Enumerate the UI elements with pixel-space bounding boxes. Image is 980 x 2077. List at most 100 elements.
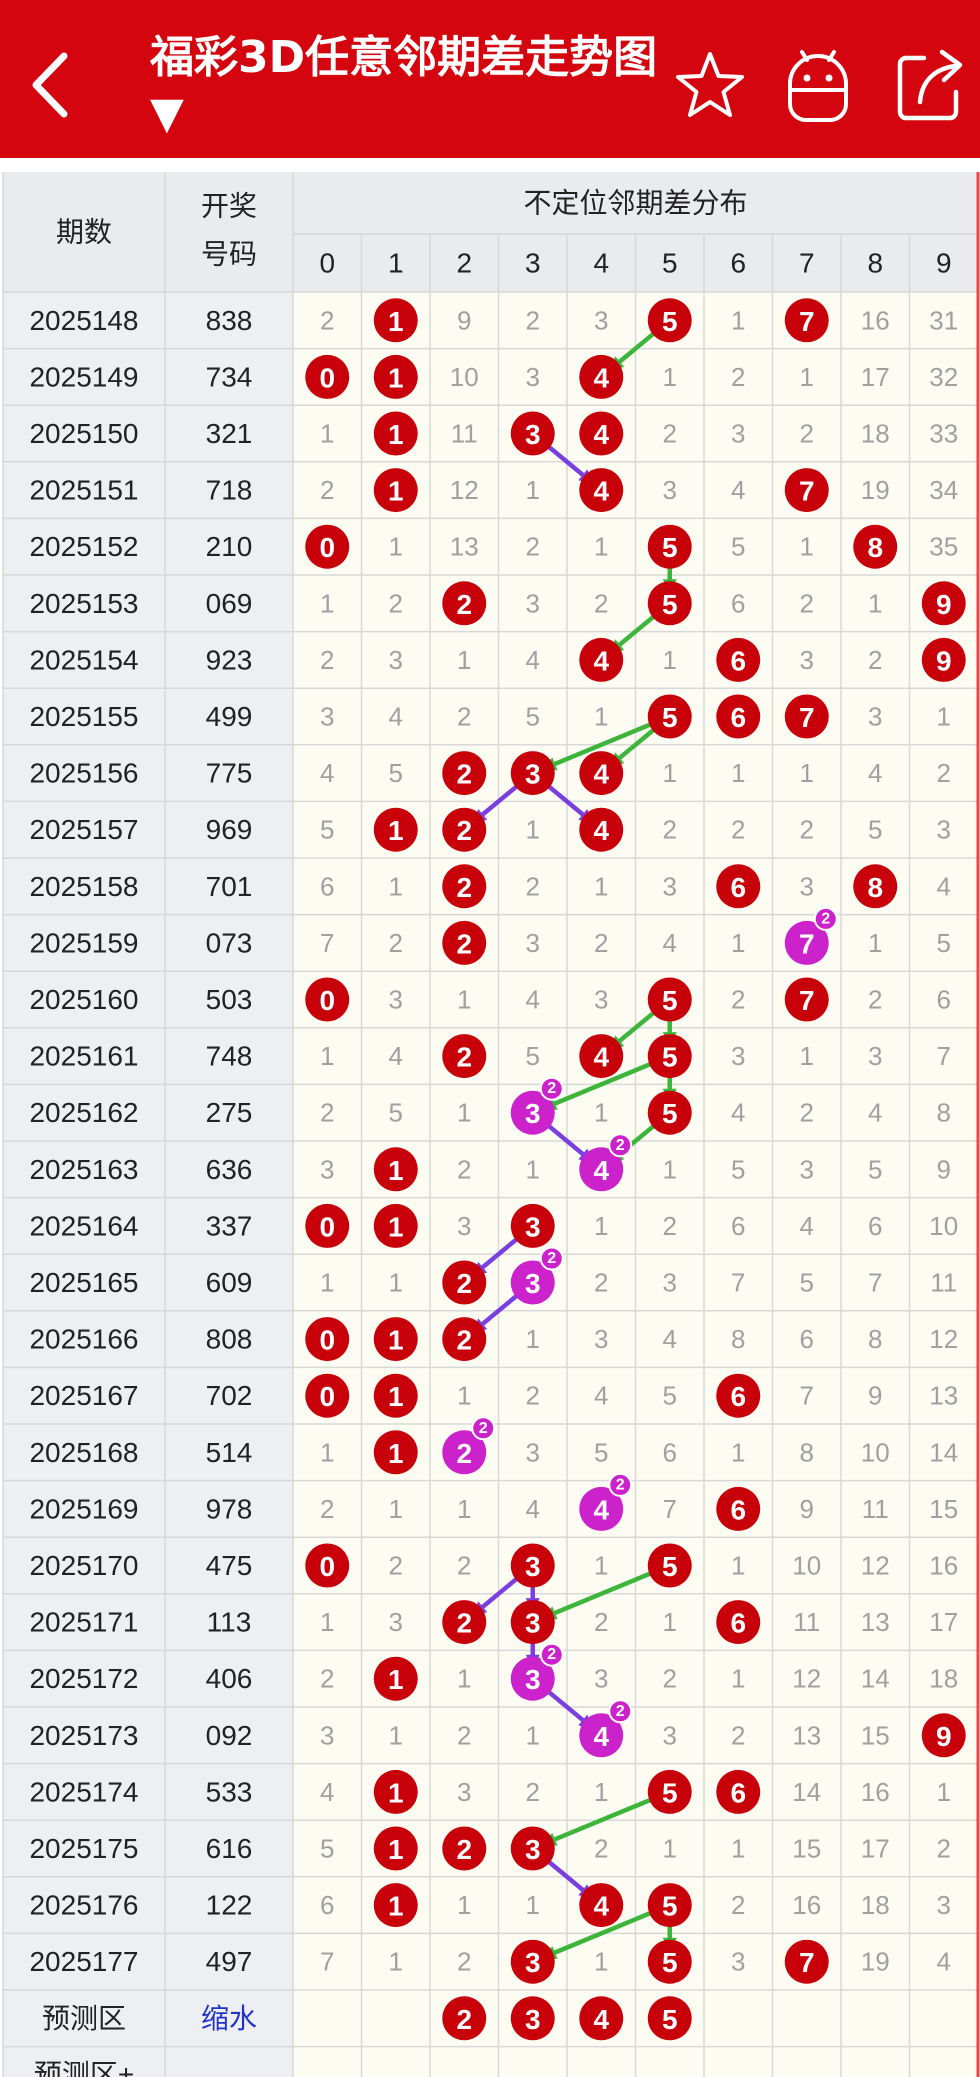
miss-value: 7 bbox=[731, 1268, 745, 1298]
predict-ball-number[interactable]: 5 bbox=[662, 2004, 678, 2035]
hit-ball bbox=[373, 1317, 418, 1362]
ball-number: 2 bbox=[456, 1268, 472, 1299]
ball-number: 9 bbox=[936, 645, 952, 676]
ball-number: 4 bbox=[593, 1042, 609, 1073]
miss-value: 2 bbox=[320, 645, 334, 675]
miss-value: 9 bbox=[457, 305, 471, 335]
hit-ball bbox=[784, 694, 829, 739]
issue-number: 2025173 bbox=[29, 1720, 138, 1751]
header-digit-9: 9 bbox=[936, 248, 952, 279]
miss-value: 1 bbox=[800, 1041, 814, 1071]
hit-ball bbox=[647, 1543, 692, 1588]
hit-ball bbox=[716, 1769, 761, 1814]
draw-number: 808 bbox=[206, 1324, 253, 1355]
miss-value: 5 bbox=[731, 532, 745, 562]
miss-value: 15 bbox=[792, 1834, 821, 1864]
hit-ball bbox=[373, 354, 418, 399]
repeat-ball bbox=[579, 1147, 624, 1192]
repeat-ball bbox=[510, 1090, 555, 1135]
share-icon[interactable] bbox=[890, 40, 970, 130]
miss-value: 5 bbox=[320, 815, 334, 845]
miss-value: 1 bbox=[663, 1834, 677, 1864]
miss-value: 10 bbox=[929, 1211, 958, 1241]
predict-ball[interactable] bbox=[579, 1996, 624, 2041]
hit-ball bbox=[716, 864, 761, 909]
issue-number: 2025169 bbox=[29, 1493, 138, 1524]
draw-number: 337 bbox=[206, 1210, 253, 1241]
hit-ball bbox=[510, 1543, 555, 1588]
trend-line bbox=[539, 1570, 654, 1621]
miss-value: 1 bbox=[731, 1551, 745, 1581]
ball-number: 5 bbox=[662, 1947, 678, 1978]
issue-number: 2025159 bbox=[29, 927, 138, 958]
miss-value: 1 bbox=[594, 1551, 608, 1581]
miss-value: 7 bbox=[937, 1041, 951, 1071]
hit-ball bbox=[373, 1147, 418, 1192]
miss-value: 3 bbox=[663, 1720, 677, 1750]
ball-number: 8 bbox=[867, 872, 883, 903]
miss-value: 1 bbox=[663, 758, 677, 788]
hit-ball bbox=[921, 581, 966, 626]
miss-value: 3 bbox=[526, 588, 540, 618]
hit-ball bbox=[579, 411, 624, 456]
predict-ball-number[interactable]: 2 bbox=[456, 2004, 472, 2035]
page-title[interactable]: 福彩3D任意邻期差走势图 ▼ bbox=[150, 32, 658, 139]
issue-number: 2025156 bbox=[29, 758, 138, 789]
draw-number: 969 bbox=[206, 814, 253, 845]
miss-value: 3 bbox=[731, 1947, 745, 1977]
predict-ball[interactable] bbox=[647, 1996, 692, 2041]
ball-number: 7 bbox=[799, 928, 815, 959]
miss-value: 16 bbox=[861, 305, 890, 335]
miss-value: 3 bbox=[457, 1777, 471, 1807]
predict-ball[interactable] bbox=[510, 1996, 555, 2041]
miss-value: 32 bbox=[929, 362, 958, 392]
hit-ball bbox=[853, 864, 898, 909]
predict-ball-number[interactable]: 4 bbox=[593, 2004, 609, 2035]
hit-ball bbox=[647, 694, 692, 739]
issue-number: 2025165 bbox=[29, 1267, 138, 1298]
miss-value: 3 bbox=[663, 871, 677, 901]
miss-value: 2 bbox=[457, 1551, 471, 1581]
ball-number: 1 bbox=[388, 1325, 404, 1356]
miss-value: 1 bbox=[663, 645, 677, 675]
header-digit-5: 5 bbox=[662, 248, 678, 279]
issue-number: 2025151 bbox=[29, 475, 138, 506]
ball-number: 3 bbox=[525, 1211, 541, 1242]
miss-value: 4 bbox=[663, 928, 677, 958]
star-icon[interactable] bbox=[670, 40, 750, 130]
ball-number: 6 bbox=[730, 1608, 746, 1639]
predict-ball[interactable] bbox=[442, 1996, 487, 2041]
ball-number: 2 bbox=[456, 1325, 472, 1356]
miss-value: 1 bbox=[457, 645, 471, 675]
miss-value: 1 bbox=[457, 1098, 471, 1128]
miss-value: 3 bbox=[868, 702, 882, 732]
hit-ball bbox=[442, 807, 487, 852]
miss-value: 2 bbox=[320, 305, 334, 335]
miss-value: 3 bbox=[594, 1664, 608, 1694]
app-header: 福彩3D任意邻期差走势图 ▼ bbox=[0, 0, 980, 158]
ball-number: 5 bbox=[662, 306, 678, 337]
miss-value: 2 bbox=[457, 1154, 471, 1184]
miss-value: 4 bbox=[526, 645, 540, 675]
predict-ball-number[interactable]: 3 bbox=[525, 2004, 541, 2035]
repeat-badge bbox=[539, 1642, 564, 1667]
shrink-link[interactable]: 缩水 bbox=[201, 2003, 257, 2034]
repeat-ball bbox=[579, 1713, 624, 1758]
issue-number: 2025149 bbox=[29, 361, 138, 392]
miss-value: 4 bbox=[731, 475, 745, 505]
draw-number: 734 bbox=[206, 361, 253, 392]
miss-value: 1 bbox=[594, 702, 608, 732]
miss-value: 2 bbox=[937, 1834, 951, 1864]
ball-number: 3 bbox=[525, 1608, 541, 1639]
back-arrow-icon[interactable] bbox=[22, 40, 82, 130]
miss-value: 3 bbox=[526, 362, 540, 392]
android-robot-icon[interactable] bbox=[778, 40, 858, 130]
issue-number: 2025175 bbox=[29, 1833, 138, 1864]
header-gap bbox=[0, 158, 980, 170]
issue-number: 2025150 bbox=[29, 418, 138, 449]
draw-number: 073 bbox=[206, 927, 253, 958]
draw-number: 718 bbox=[206, 475, 253, 506]
miss-value: 17 bbox=[861, 362, 890, 392]
draw-number: 210 bbox=[206, 531, 253, 562]
miss-value: 11 bbox=[930, 1268, 957, 1298]
